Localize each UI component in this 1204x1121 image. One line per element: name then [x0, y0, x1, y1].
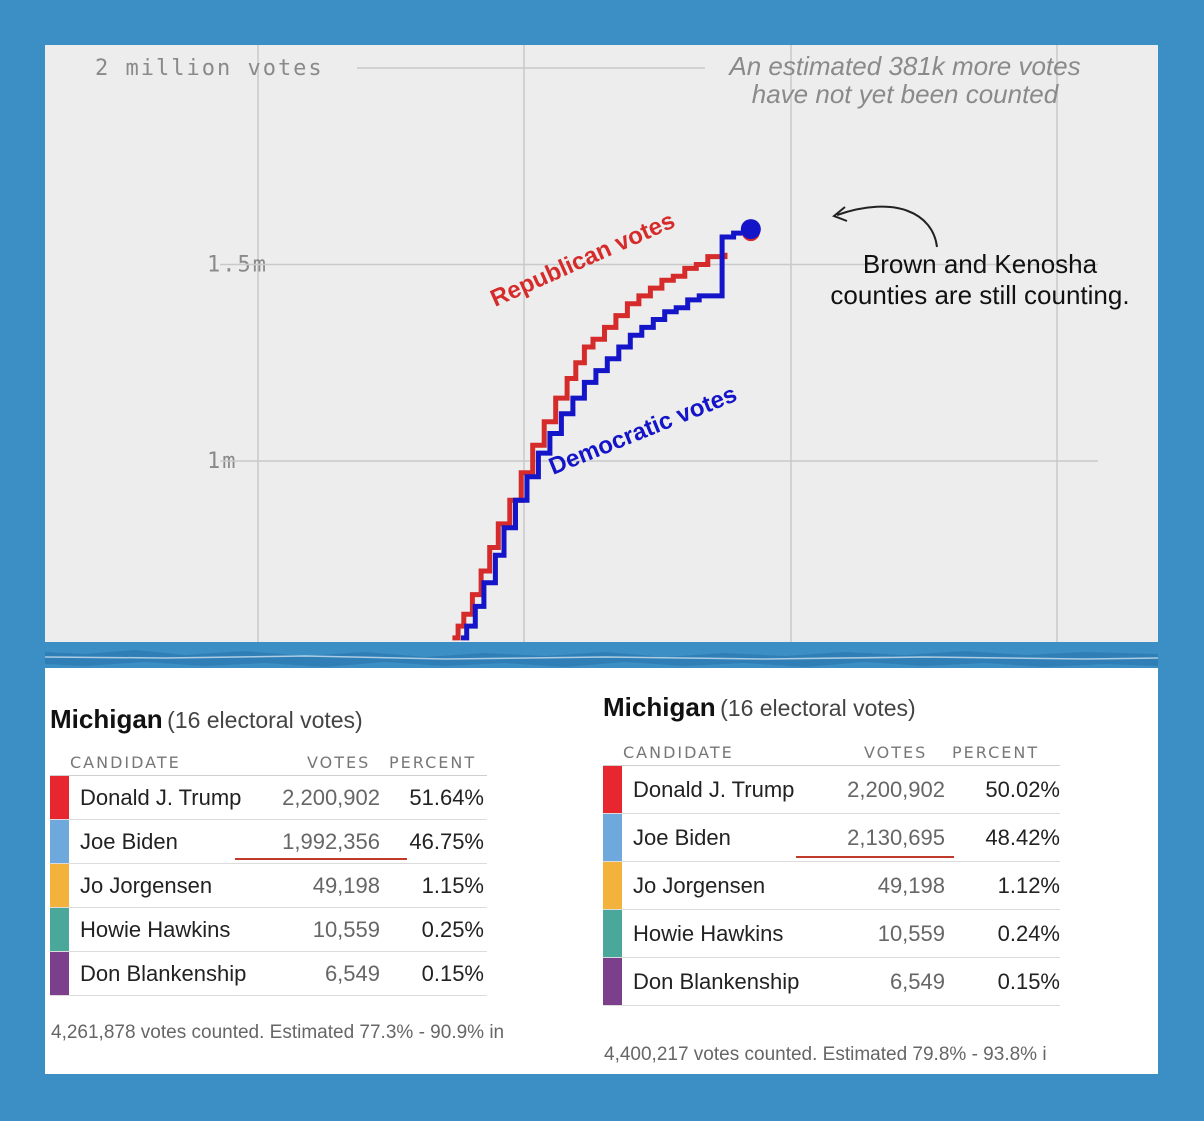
candidate-votes: 49,198	[312, 873, 380, 898]
candidate-row: Donald J. Trump 2,200,902 50.02%	[603, 766, 1060, 814]
candidate-percent: 48.42%	[985, 825, 1060, 850]
candidate-percent: 0.15%	[421, 961, 484, 986]
candidate-row: Howie Hawkins 10,559 0.25%	[50, 908, 487, 952]
red-underline-mark	[235, 858, 407, 860]
democratic-endpoint-dot	[740, 219, 761, 240]
candidate-row: Joe Biden 2,130,695 48.42%	[603, 814, 1060, 862]
red-underline-mark	[796, 856, 954, 858]
uncounted-votes-annotation: An estimated 381k more votes have not yet…	[727, 51, 1080, 109]
electoral-votes: (16 electoral votes)	[720, 695, 916, 721]
candidate-row: Donald J. Trump 2,200,902 51.64%	[50, 776, 487, 820]
y-tick-label: 2 million votes	[95, 56, 324, 81]
candidate-rows: Donald J. Trump 2,200,902 50.02% Joe Biden 2…	[603, 765, 1060, 1006]
candidate-percent: 46.75%	[409, 829, 484, 854]
state-name: Michigan	[50, 704, 163, 734]
candidate-percent: 0.15%	[997, 969, 1060, 994]
votes-counted-footer: 4,261,878 votes counted. Estimated 77.3%…	[51, 1022, 505, 1043]
candidate-votes: 2,200,902	[282, 785, 380, 810]
candidate-percent: 50.02%	[985, 777, 1060, 802]
candidate-name: Jo Jorgensen	[633, 873, 766, 898]
candidate-percent: 0.24%	[997, 921, 1060, 946]
democratic-votes-line	[461, 230, 746, 641]
candidate-votes: 2,200,902	[847, 777, 945, 802]
party-color-swatch	[50, 864, 69, 907]
column-headers: CANDIDATE VOTES PERCENT	[50, 749, 610, 775]
party-color-swatch	[603, 958, 622, 1005]
state-name: Michigan	[603, 692, 716, 722]
candidate-row: Jo Jorgensen 49,198 1.15%	[50, 864, 487, 908]
party-color-swatch	[50, 952, 69, 995]
candidate-percent: 1.15%	[421, 873, 484, 898]
callout-arrowhead	[832, 206, 848, 222]
candidate-name: Donald J. Trump	[80, 785, 242, 810]
candidate-percent: 1.12%	[997, 873, 1060, 898]
candidate-row: Don Blankenship 6,549 0.15%	[603, 958, 1060, 1006]
results-heading: Michigan (16 electoral votes)	[603, 692, 1158, 723]
candidate-votes: 2,130,695	[847, 825, 945, 850]
party-color-swatch	[603, 766, 622, 813]
candidate-votes: 10,559	[312, 917, 380, 942]
results-panel: Michigan (16 electoral votes) CANDIDATE …	[45, 668, 1158, 1074]
candidate-row: Joe Biden 1,992,356 46.75%	[50, 820, 487, 864]
candidate-rows: Donald J. Trump 2,200,902 51.64% Joe Biden 1…	[50, 775, 487, 996]
electoral-votes: (16 electoral votes)	[167, 707, 363, 733]
party-color-swatch	[50, 776, 69, 819]
candidate-votes: 6,549	[889, 969, 945, 994]
candidate-votes: 6,549	[324, 961, 380, 986]
candidate-name: Don Blankenship	[633, 969, 800, 994]
candidate-name: Jo Jorgensen	[80, 873, 213, 898]
counting-callout: Brown and Kenosha counties are still coun…	[830, 249, 1129, 310]
republican-votes-line	[452, 252, 728, 641]
callout-arrow	[836, 205, 938, 248]
candidate-votes: 49,198	[877, 873, 945, 898]
party-color-swatch	[603, 814, 622, 861]
party-color-swatch	[50, 908, 69, 951]
results-table-after: Michigan (16 electoral votes) CANDIDATE …	[603, 692, 1158, 1065]
results-heading: Michigan (16 electoral votes)	[50, 704, 610, 735]
col-candidate: CANDIDATE	[623, 743, 734, 762]
candidate-percent: 0.25%	[421, 917, 484, 942]
candidate-name: Howie Hawkins	[80, 917, 231, 942]
torn-paper-divider	[45, 650, 1158, 667]
candidate-name: Joe Biden	[633, 825, 731, 850]
candidate-percent: 51.64%	[409, 785, 484, 810]
candidate-name: Donald J. Trump	[633, 777, 795, 802]
votes-counted-footer: 4,400,217 votes counted. Estimated 79.8%…	[604, 1044, 1047, 1065]
party-color-swatch	[603, 910, 622, 957]
results-table-before: Michigan (16 electoral votes) CANDIDATE …	[50, 704, 610, 1043]
column-headers: CANDIDATE VOTES PERCENT	[603, 739, 1158, 765]
candidate-row: Jo Jorgensen 49,198 1.12%	[603, 862, 1060, 910]
candidate-row: Don Blankenship 6,549 0.15%	[50, 952, 487, 996]
party-color-swatch	[603, 862, 622, 909]
candidate-row: Howie Hawkins 10,559 0.24%	[603, 910, 1060, 958]
col-percent: PERCENT	[389, 753, 477, 772]
col-votes: VOTES	[307, 753, 371, 772]
candidate-name: Don Blankenship	[80, 961, 247, 986]
col-percent: PERCENT	[952, 743, 1040, 762]
candidate-votes: 1,992,356	[282, 829, 380, 854]
candidate-name: Howie Hawkins	[633, 921, 784, 946]
col-votes: VOTES	[864, 743, 928, 762]
candidate-name: Joe Biden	[80, 829, 178, 854]
candidate-votes: 10,559	[877, 921, 945, 946]
party-color-swatch	[50, 820, 69, 863]
democratic-votes-label: Democratic votes	[545, 381, 741, 481]
vote-count-chart: 2 million votes 1.5m 1m Republican votes De…	[45, 45, 1158, 642]
col-candidate: CANDIDATE	[70, 753, 181, 772]
